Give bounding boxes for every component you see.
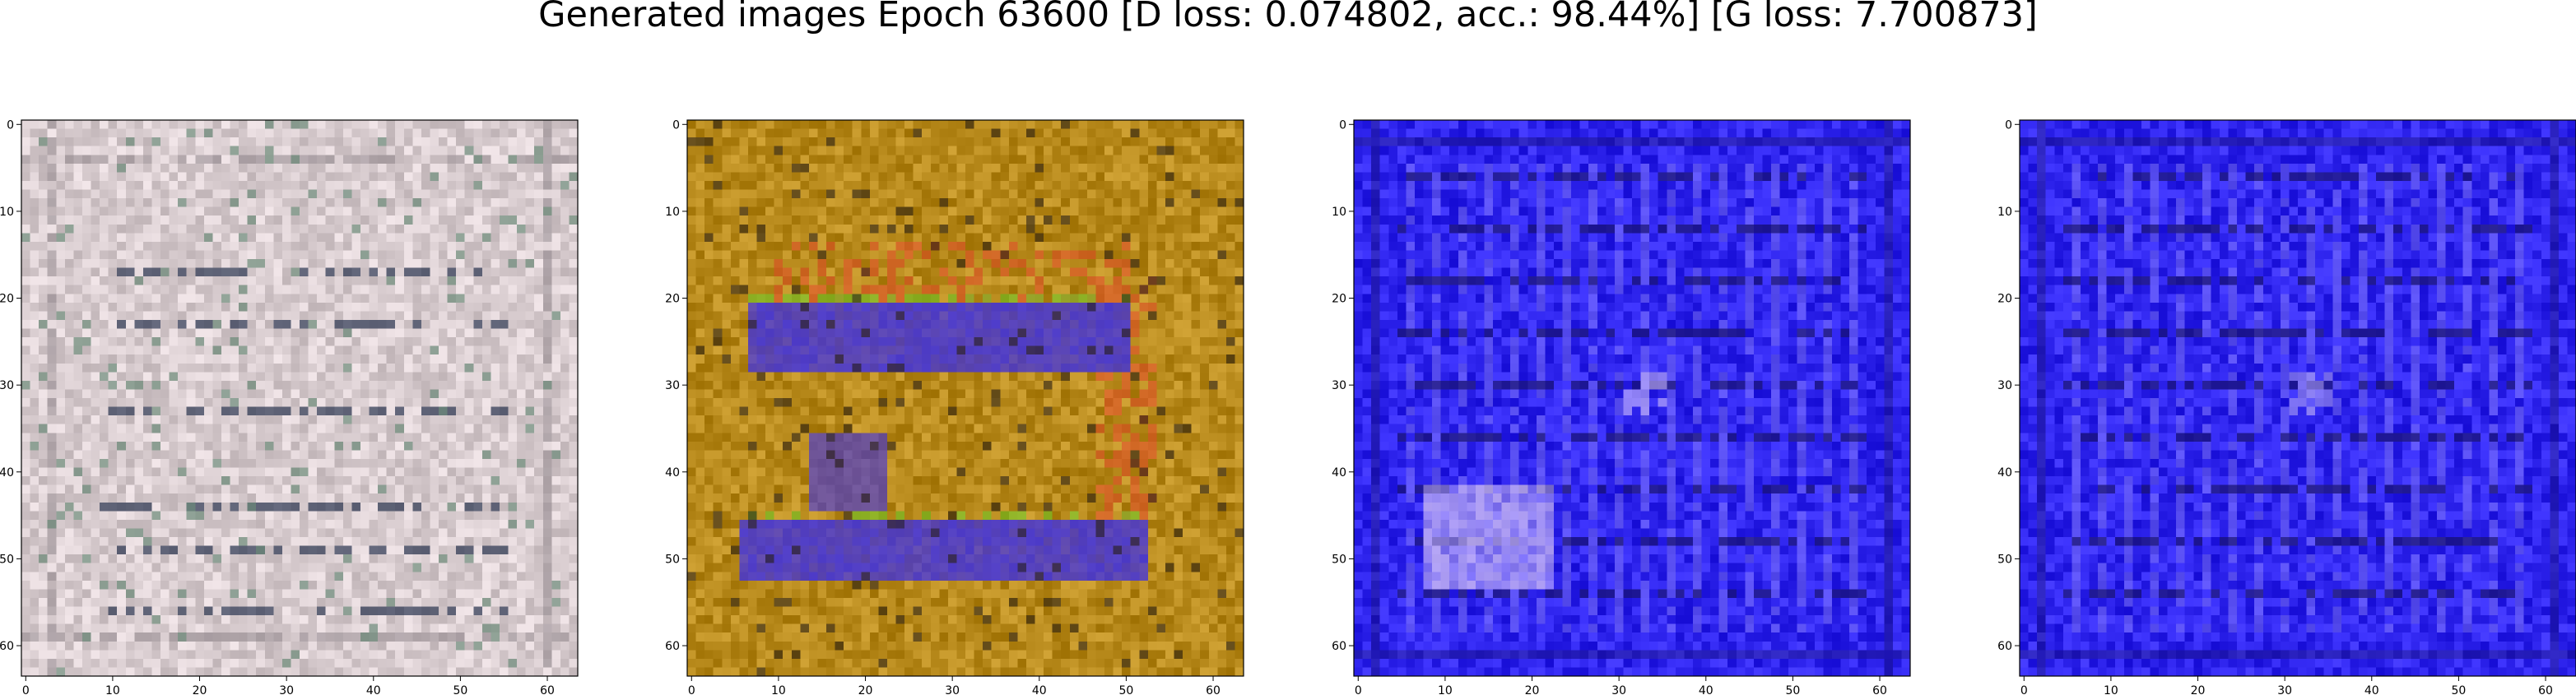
x-tick-label: 0 xyxy=(688,684,695,695)
y-tick-label: 60 xyxy=(665,640,680,653)
y-tick-label: 0 xyxy=(2005,118,2012,132)
x-tick-label: 0 xyxy=(1355,684,1362,695)
x-tick-label: 10 xyxy=(771,684,786,695)
y-tick-label: 20 xyxy=(0,293,14,306)
y-tick-label: 50 xyxy=(665,553,680,566)
x-tick-label: 50 xyxy=(453,684,467,695)
panel-1: 0 10 20 30 40 50 60 0 10 20 30 40 50 60 xyxy=(0,118,579,695)
generated-image-3 xyxy=(1354,120,1911,677)
y-tick-label: 0 xyxy=(7,118,14,132)
x-tick-label: 20 xyxy=(858,684,873,695)
x-tick-label: 20 xyxy=(2191,684,2206,695)
y-tick-label: 30 xyxy=(0,379,14,392)
y-tick-label: 10 xyxy=(665,206,680,219)
x-tick-label: 60 xyxy=(1206,684,1221,695)
x-tick-label: 40 xyxy=(1699,684,1713,695)
y-tick-label: 30 xyxy=(1332,379,1346,392)
x-tick-label: 50 xyxy=(2451,684,2466,695)
y-tick-label: 40 xyxy=(665,466,680,480)
y-tick-label: 40 xyxy=(1332,466,1346,480)
y-tick-label: 20 xyxy=(1997,293,2012,306)
generated-image-1 xyxy=(21,120,579,677)
x-tick-label: 40 xyxy=(1032,684,1047,695)
x-tick-label: 10 xyxy=(105,684,120,695)
x-tick-label: 30 xyxy=(2277,684,2292,695)
y-tick-label: 40 xyxy=(0,466,14,480)
y-tick-label: 40 xyxy=(1997,466,2012,480)
figure-title: Generated images Epoch 63600 [D loss: 0.… xyxy=(538,0,2038,35)
panel-3: 0 10 20 30 40 50 60 0 10 20 30 40 50 60 xyxy=(1332,118,1911,695)
y-tick-label: 50 xyxy=(1997,553,2012,566)
y-tick-label: 60 xyxy=(0,640,14,653)
x-tick-label: 20 xyxy=(193,684,207,695)
y-tick-label: 0 xyxy=(1339,118,1346,132)
y-tick-label: 10 xyxy=(1997,206,2012,219)
generated-image-2 xyxy=(687,120,1244,677)
x-tick-label: 40 xyxy=(2364,684,2379,695)
x-tick-label: 20 xyxy=(1525,684,1540,695)
y-tick-label: 10 xyxy=(1332,206,1346,219)
y-tick-label: 0 xyxy=(672,118,680,132)
x-tick-label: 40 xyxy=(366,684,381,695)
y-tick-label: 10 xyxy=(0,206,14,219)
x-tick-label: 50 xyxy=(1785,684,1800,695)
x-tick-label: 0 xyxy=(22,684,30,695)
axes-frame xyxy=(21,119,579,677)
axes-frame xyxy=(2019,119,2576,677)
x-tick-label: 30 xyxy=(1611,684,1626,695)
panel-2: 0 10 20 30 40 50 60 0 10 20 30 40 50 60 xyxy=(665,118,1244,695)
x-tick-label: 50 xyxy=(1118,684,1133,695)
x-tick-label: 0 xyxy=(2020,684,2028,695)
y-tick-label: 30 xyxy=(665,379,680,392)
y-tick-label: 30 xyxy=(1997,379,2012,392)
x-tick-label: 60 xyxy=(1872,684,1887,695)
y-tick-label: 60 xyxy=(1997,640,2012,653)
y-tick-label: 50 xyxy=(1332,553,1346,566)
x-tick-label: 10 xyxy=(2104,684,2118,695)
x-tick-label: 10 xyxy=(1438,684,1453,695)
generated-image-4 xyxy=(2020,120,2576,677)
y-tick-label: 50 xyxy=(0,553,14,566)
y-tick-label: 20 xyxy=(665,293,680,306)
x-tick-label: 60 xyxy=(2538,684,2553,695)
x-tick-label: 30 xyxy=(945,684,960,695)
x-tick-label: 60 xyxy=(540,684,555,695)
panel-4: 0 10 20 30 40 50 60 0 10 20 30 40 50 60 xyxy=(1997,118,2576,695)
x-tick-label: 30 xyxy=(279,684,294,695)
y-tick-label: 60 xyxy=(1332,640,1346,653)
y-tick-label: 20 xyxy=(1332,293,1346,306)
axes-frame xyxy=(1353,119,1911,677)
axes-frame xyxy=(686,119,1244,677)
